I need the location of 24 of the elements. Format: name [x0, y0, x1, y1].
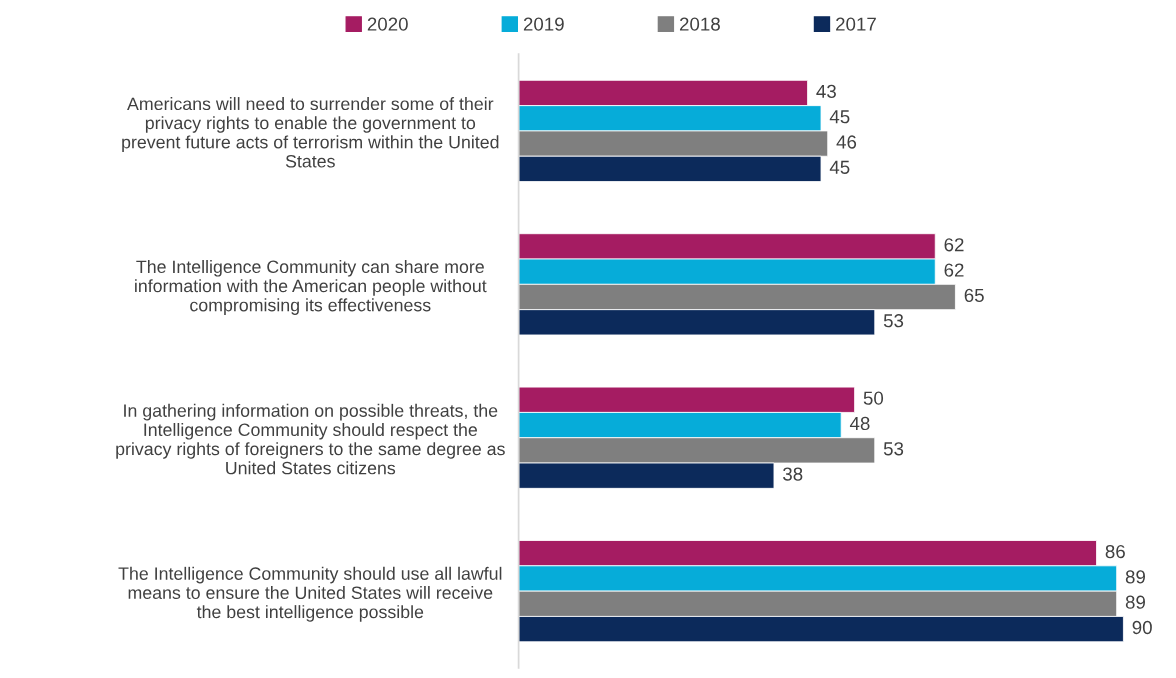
data-label: 45	[829, 160, 850, 174]
data-label: 89	[1125, 595, 1145, 609]
legend-label: 2018	[679, 17, 720, 31]
data-label: 53	[883, 442, 904, 456]
legend-label: 2020	[367, 17, 408, 31]
data-label: 65	[964, 288, 984, 303]
data-label: 53	[883, 314, 904, 328]
data-label: 62	[944, 238, 964, 252]
y-tick-label: Americans will need to surrender some of their privacy rights to enable the government to prevent future acts of terrorism within the United States	[122, 97, 499, 168]
data-label: 62	[944, 263, 964, 277]
y-tick-label: The Intelligence Community should use all lawful means to ensure the United States will receive the best intelligence possible	[118, 566, 502, 622]
legend-label: 2019	[523, 17, 564, 31]
legend-label: 2017	[836, 17, 876, 31]
data-label: 48	[849, 416, 870, 431]
data-label: 50	[863, 391, 884, 405]
data-label: 89	[1125, 570, 1145, 584]
data-label: 43	[816, 84, 836, 99]
data-label: 90	[1132, 620, 1152, 635]
y-tick-label: In gathering information on possible threats, the Intelligence Community should respect the privacy rights of foreigners to the same degree as United States citizens	[116, 403, 505, 475]
data-label: 86	[1105, 544, 1125, 559]
data-label: 45	[829, 110, 850, 124]
data-label: 38	[783, 467, 803, 481]
y-tick-label: The Intelligence Community can share more information with the American people without compromising its effectiveness	[135, 260, 487, 315]
data-label: 46	[836, 135, 857, 149]
